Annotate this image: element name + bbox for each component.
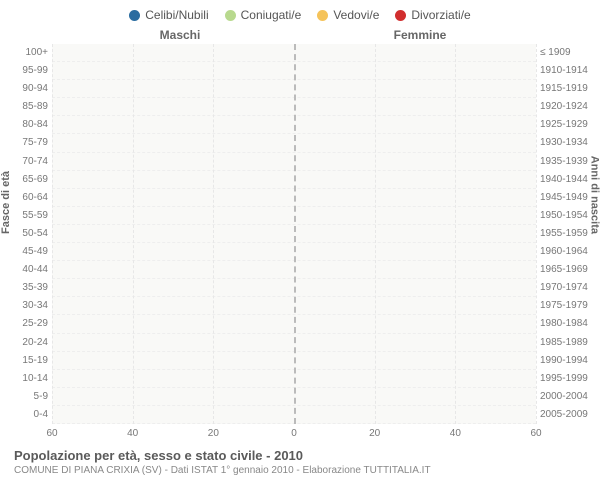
legend-label: Vedovi/e: [333, 8, 379, 22]
legend-swatch: [129, 10, 140, 21]
age-label: 75-79: [10, 134, 48, 152]
population-pyramid: Celibi/Nubili Coniugati/e Vedovi/e Divorzia…: [0, 0, 600, 500]
age-label: 25-29: [10, 315, 48, 333]
gridline: [455, 44, 456, 424]
age-label: 20-24: [10, 334, 48, 352]
legend-item: Celibi/Nubili: [129, 8, 208, 22]
birth-label: 1995-1999: [540, 370, 590, 388]
x-tick-label: 40: [127, 428, 138, 439]
age-label: 30-34: [10, 297, 48, 315]
gridline: [536, 44, 537, 424]
age-label: 50-54: [10, 225, 48, 243]
age-label: 35-39: [10, 279, 48, 297]
y-axis-left-title: Fasce di età: [0, 171, 12, 234]
gridline: [133, 44, 134, 424]
birth-label: 1910-1914: [540, 62, 590, 80]
legend-swatch: [317, 10, 328, 21]
birth-axis: ≤ 19091910-19141915-19191920-19241925-19…: [536, 44, 590, 424]
birth-label: 1930-1934: [540, 134, 590, 152]
y-axis-right-title: Anni di nascita: [588, 156, 600, 234]
age-label: 95-99: [10, 62, 48, 80]
birth-label: 1990-1994: [540, 352, 590, 370]
gridline: [213, 44, 214, 424]
age-label: 85-89: [10, 98, 48, 116]
age-label: 5-9: [10, 388, 48, 406]
legend-label: Divorziati/e: [411, 8, 470, 22]
legend-swatch: [225, 10, 236, 21]
birth-label: 1950-1954: [540, 207, 590, 225]
birth-label: ≤ 1909: [540, 44, 590, 62]
age-label: 70-74: [10, 153, 48, 171]
age-label: 65-69: [10, 171, 48, 189]
legend: Celibi/Nubili Coniugati/e Vedovi/e Divorzia…: [10, 8, 590, 22]
age-label: 15-19: [10, 352, 48, 370]
age-label: 10-14: [10, 370, 48, 388]
age-label: 80-84: [10, 116, 48, 134]
plot-area: Fasce di età 100+95-9990-9485-8980-8475-…: [10, 44, 590, 424]
birth-label: 1980-1984: [540, 315, 590, 333]
age-label: 90-94: [10, 80, 48, 98]
birth-label: 1985-1989: [540, 334, 590, 352]
birth-label: 1940-1944: [540, 171, 590, 189]
x-tick-label: 60: [530, 428, 541, 439]
birth-label: 1975-1979: [540, 297, 590, 315]
birth-label: 1935-1939: [540, 153, 590, 171]
gridline: [375, 44, 376, 424]
legend-item: Vedovi/e: [317, 8, 379, 22]
female-title: Femmine: [300, 28, 540, 42]
age-label: 100+: [10, 44, 48, 62]
age-label: 55-59: [10, 207, 48, 225]
gridline: [294, 44, 296, 424]
legend-item: Divorziati/e: [395, 8, 470, 22]
birth-label: 2000-2004: [540, 388, 590, 406]
legend-label: Celibi/Nubili: [145, 8, 208, 22]
x-tick-label: 20: [369, 428, 380, 439]
age-label: 40-44: [10, 261, 48, 279]
male-title: Maschi: [60, 28, 300, 42]
birth-label: 2005-2009: [540, 406, 590, 424]
x-axis: 6040200204060: [52, 428, 536, 442]
chart-subtitle: COMUNE DI PIANA CRIXIA (SV) - Dati ISTAT…: [14, 465, 586, 476]
birth-label: 1920-1924: [540, 98, 590, 116]
grid: [52, 44, 536, 424]
x-tick-label: 20: [208, 428, 219, 439]
chart-title: Popolazione per età, sesso e stato civil…: [14, 448, 586, 463]
x-tick-label: 0: [291, 428, 297, 439]
age-axis: 100+95-9990-9485-8980-8475-7970-7465-696…: [10, 44, 52, 424]
birth-label: 1955-1959: [540, 225, 590, 243]
age-label: 60-64: [10, 189, 48, 207]
x-tick-label: 40: [450, 428, 461, 439]
footer: Popolazione per età, sesso e stato civil…: [10, 448, 590, 476]
age-label: 0-4: [10, 406, 48, 424]
side-titles: Maschi Femmine: [60, 28, 540, 42]
age-label: 45-49: [10, 243, 48, 261]
gridline: [52, 44, 53, 424]
birth-label: 1960-1964: [540, 243, 590, 261]
birth-label: 1945-1949: [540, 189, 590, 207]
legend-swatch: [395, 10, 406, 21]
legend-item: Coniugati/e: [225, 8, 302, 22]
legend-label: Coniugati/e: [241, 8, 302, 22]
birth-label: 1915-1919: [540, 80, 590, 98]
birth-label: 1970-1974: [540, 279, 590, 297]
birth-label: 1925-1929: [540, 116, 590, 134]
birth-label: 1965-1969: [540, 261, 590, 279]
x-tick-label: 60: [46, 428, 57, 439]
